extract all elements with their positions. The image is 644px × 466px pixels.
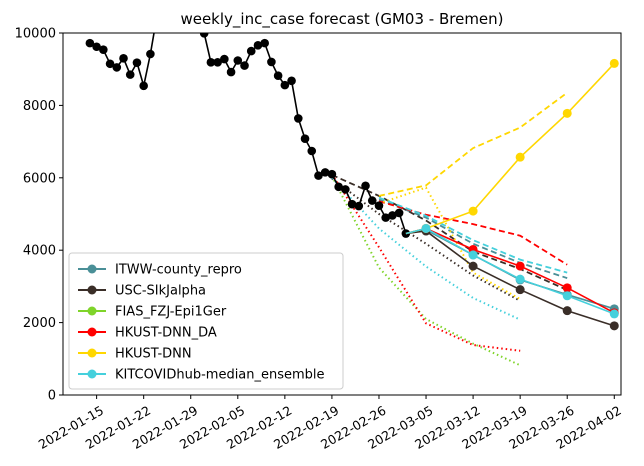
observed-point [132, 58, 142, 67]
observed-point [199, 33, 209, 38]
observed-point [206, 58, 216, 67]
observed-point [213, 58, 222, 67]
observed-point [273, 71, 283, 81]
observed-point [119, 54, 128, 63]
observed-point [99, 45, 108, 54]
observed-point [341, 185, 350, 194]
forecast-point [515, 285, 525, 295]
observed-point [226, 67, 236, 77]
legend: ITWW-county_repro USC-SIkJalpha FIAS_FZJ-E… [68, 252, 344, 390]
pi-lower-line [331, 175, 521, 367]
forecast-point [515, 261, 525, 271]
x-axis: 2022-01-152022-01-222022-01-292022-02-05… [36, 395, 624, 452]
y-tick-label: 0 [48, 389, 56, 404]
observed-point [246, 46, 256, 56]
observed-point [253, 41, 263, 50]
forecast-point [562, 283, 572, 293]
legend-swatch-marker [87, 285, 97, 295]
observed-point [307, 146, 317, 156]
observed-point [85, 38, 95, 48]
observed-point [374, 201, 384, 210]
observed-point [388, 211, 397, 220]
observed-point [361, 181, 370, 191]
forecast-point [515, 152, 525, 162]
observed-point [233, 56, 243, 65]
forecast-point [562, 291, 572, 301]
observed-point [125, 70, 135, 79]
observed-point [146, 49, 155, 59]
observed-point [367, 196, 377, 205]
observed-point [220, 54, 229, 64]
observed-point [334, 182, 343, 192]
observed-point [92, 42, 101, 52]
observed-point [401, 229, 411, 238]
observed-point [240, 61, 249, 70]
y-tick-label: 6000 [23, 171, 56, 186]
y-tick-label: 10000 [15, 27, 56, 42]
observed-point [347, 199, 357, 209]
observed-point [287, 76, 296, 86]
y-tick-label: 2000 [23, 316, 56, 331]
forecast-point [609, 321, 619, 331]
legend-label: USC-SIkJalpha [115, 284, 206, 299]
forecast-point [562, 306, 572, 316]
forecast-point [609, 309, 619, 319]
pi-upper-line [331, 174, 568, 291]
forecast-point [609, 58, 619, 68]
pi-lower-line [331, 177, 521, 302]
legend-label: KITCOVIDhub-median_ensemble [115, 368, 325, 383]
observed-point [354, 201, 364, 211]
observed-point [300, 134, 310, 144]
forecast-point [421, 223, 431, 233]
legend-label: HKUST-DNN [115, 347, 192, 362]
observed-point [314, 171, 323, 180]
legend-label: FIAS_FZJ-Epi1Ger [115, 305, 227, 320]
forecast-point [468, 206, 478, 216]
forecast-point [468, 250, 478, 260]
plot-frame [62, 32, 622, 396]
observed-point [320, 168, 330, 177]
observed-point [260, 38, 269, 48]
legend-swatch-marker [87, 306, 97, 316]
observed-point [153, 11, 162, 20]
legend-swatch-marker [87, 369, 97, 379]
legend-label: HKUST-DNN_DA [115, 326, 217, 341]
observed-point [267, 57, 276, 67]
observed-point [105, 59, 115, 69]
observed-point [112, 63, 122, 72]
pi-lower-line [331, 177, 521, 321]
observed-point [327, 169, 337, 179]
forecast-point [562, 108, 572, 118]
y-axis: 0 2000 4000 6000 8000 10000 [15, 27, 63, 404]
y-tick-label: 4000 [23, 244, 56, 259]
forecast-point [515, 274, 525, 284]
pi-upper-line [378, 91, 568, 197]
y-tick-label: 8000 [23, 99, 56, 114]
pi-lower-line [331, 173, 521, 352]
observed-point [394, 208, 404, 218]
chart-title: weekly_inc_case forecast (GM03 - Bremen) [180, 10, 503, 29]
observed-point [280, 80, 290, 90]
forecast-point [468, 261, 478, 271]
observed-point [139, 81, 148, 91]
pi-upper-line [378, 196, 568, 274]
legend-box [68, 252, 344, 390]
observed-point [294, 114, 303, 123]
legend-swatch-marker [87, 348, 97, 358]
legend-swatch-marker [87, 327, 97, 337]
observed-point [381, 213, 390, 222]
legend-swatch-marker [87, 264, 97, 274]
legend-label: ITWW-county_repro [115, 263, 242, 278]
